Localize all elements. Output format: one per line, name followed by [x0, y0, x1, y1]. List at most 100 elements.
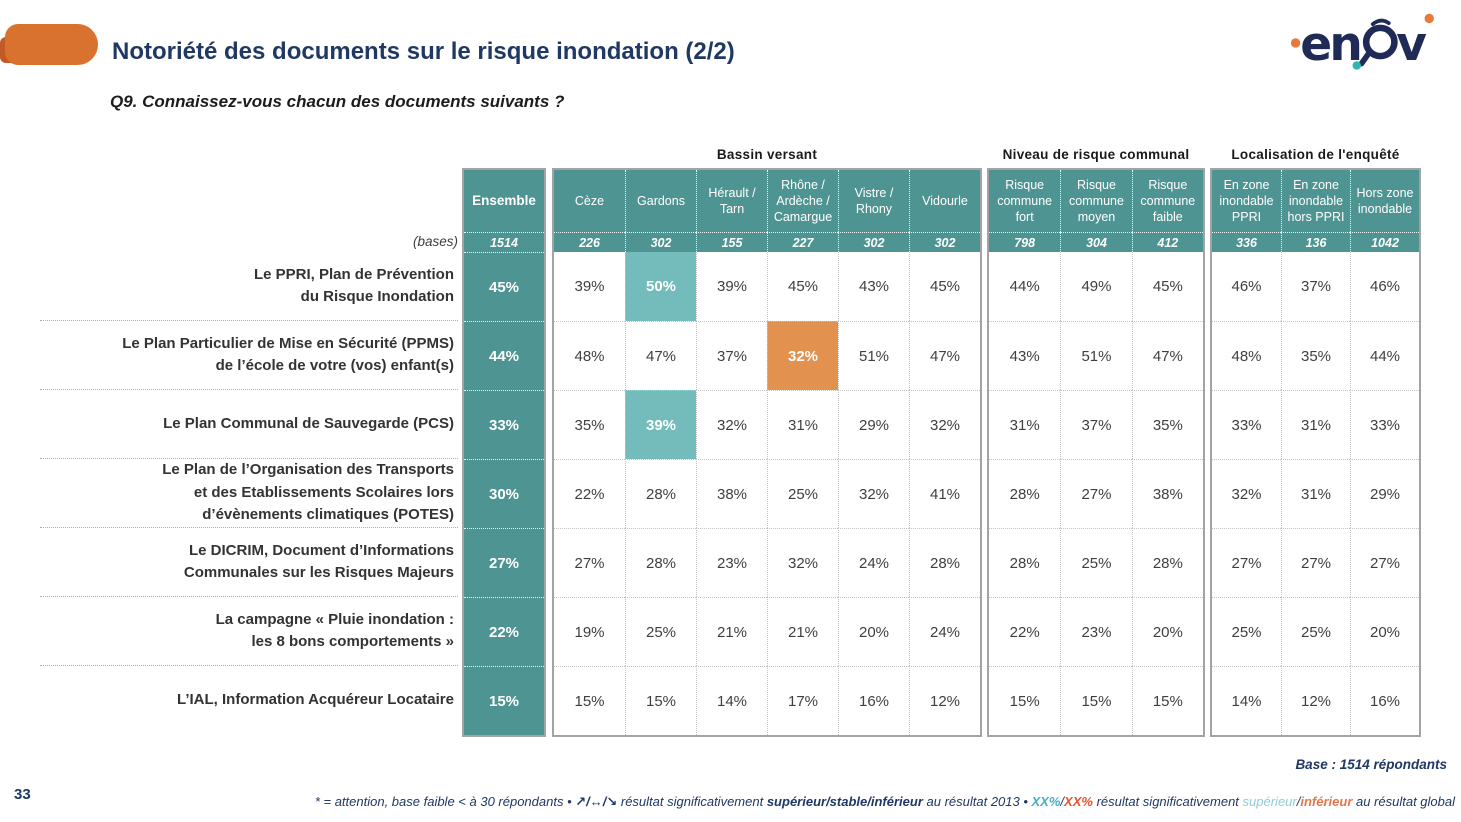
data-cell: 39%: [625, 390, 696, 459]
data-cell: 20%: [1350, 597, 1419, 666]
data-cell: 45%: [1131, 252, 1203, 321]
column-base: 302: [838, 232, 909, 252]
column-base: 798: [989, 232, 1061, 252]
data-cell: 47%: [909, 321, 980, 390]
data-cell: 24%: [838, 528, 909, 597]
data-cell: 21%: [767, 597, 838, 666]
group-title-localisation: Localisation de l'enquêté: [1231, 147, 1400, 162]
row-label: La campagne « Pluie inondation : les 8 bo…: [40, 597, 458, 666]
data-cell: 15%: [625, 666, 696, 735]
data-cell: 35%: [554, 390, 625, 459]
ensemble-header: Ensemble: [464, 170, 544, 232]
bassin-versant-block: Cèze Gardons Hérault / Tarn Rhône / Ardèche…: [552, 168, 982, 737]
page-number: 33: [14, 786, 31, 803]
data-cell: 23%: [1060, 597, 1132, 666]
data-cell: 31%: [1281, 459, 1350, 528]
data-cell: 35%: [1281, 321, 1350, 390]
row-label: Le DICRIM, Document d’Informations Commun…: [40, 528, 458, 597]
page-title: Notoriété des documents sur le risque in…: [112, 38, 735, 66]
data-cell: 23%: [696, 528, 767, 597]
footnote-mid3: résultat significativement: [1092, 794, 1243, 809]
data-cell: 28%: [989, 528, 1061, 597]
data-cell: 25%: [1281, 597, 1350, 666]
column-base: 155: [696, 232, 767, 252]
data-cell: 44%: [989, 252, 1061, 321]
data-cell: 19%: [554, 597, 625, 666]
data-cell: 46%: [1350, 252, 1419, 321]
base-note: Base : 1514 répondants: [1295, 757, 1447, 772]
data-cell: 12%: [909, 666, 980, 735]
data-cell: 21%: [696, 597, 767, 666]
data-cell: 37%: [1060, 390, 1132, 459]
data-cell: 51%: [838, 321, 909, 390]
data-cell: 16%: [838, 666, 909, 735]
banner-shape: [5, 24, 98, 65]
data-cell: 28%: [989, 459, 1061, 528]
data-cell: 29%: [1350, 459, 1419, 528]
row-labels-column: Le PPRI, Plan de Prévention du Risque Ino…: [40, 252, 458, 735]
footnote-bold1: supérieur/stable/inférieur: [766, 794, 923, 809]
data-cell: 35%: [1131, 390, 1203, 459]
data-cell: 37%: [696, 321, 767, 390]
footnote-xx-superior: XX%: [1031, 794, 1061, 809]
footnote-slash2: /: [1296, 794, 1301, 809]
enov-logo-graphic: en v: [1290, 13, 1434, 72]
column-header: Risque commune faible: [1131, 170, 1203, 232]
column-header: Hors zone inondable: [1350, 170, 1419, 232]
column-header: Rhône / Ardèche / Camargue: [767, 170, 838, 232]
footnote-slash1: /: [1060, 794, 1065, 809]
column-base: 302: [909, 232, 980, 252]
group-title-bassin-versant: Bassin versant: [716, 147, 818, 162]
column-base: 1042: [1350, 232, 1419, 252]
data-cell: 15%: [1131, 666, 1203, 735]
column-header: En zone inondable PPRI: [1212, 170, 1281, 232]
data-cell: 27%: [1350, 528, 1419, 597]
data-cell: 28%: [625, 459, 696, 528]
column-header: Vistre / Rhony: [838, 170, 909, 232]
row-label: Le PPRI, Plan de Prévention du Risque Ino…: [40, 252, 458, 321]
data-cell: 31%: [989, 390, 1061, 459]
row-label: Le Plan Particulier de Mise en Sécurité …: [40, 321, 458, 390]
localisation-block: En zone inondable PPRI En zone inondable …: [1210, 168, 1421, 737]
data-cell: 31%: [767, 390, 838, 459]
data-cell: 28%: [625, 528, 696, 597]
data-cell: 33%: [1212, 390, 1281, 459]
data-cell: 25%: [1212, 597, 1281, 666]
ensemble-value: 45%: [464, 252, 544, 321]
data-cell: 25%: [767, 459, 838, 528]
column-base: 412: [1131, 232, 1203, 252]
ensemble-value: 30%: [464, 459, 544, 528]
data-cell: 47%: [625, 321, 696, 390]
footnote-base: * = attention, base faible < à 30 répond…: [314, 794, 576, 809]
column-header: Vidourle: [909, 170, 980, 232]
data-cell: 39%: [696, 252, 767, 321]
data-cell: 27%: [554, 528, 625, 597]
data-cell: 45%: [767, 252, 838, 321]
column-base: 302: [625, 232, 696, 252]
ensemble-value: 33%: [464, 390, 544, 459]
column-base: 226: [554, 232, 625, 252]
footnote-xx-inferior: XX%: [1064, 794, 1093, 809]
data-cell: 27%: [1212, 528, 1281, 597]
data-cell: 20%: [1131, 597, 1203, 666]
data-cell: 15%: [989, 666, 1061, 735]
column-header: Hérault / Tarn: [696, 170, 767, 232]
niveau-risque-block: Risque commune fort Risque commune moyen R…: [987, 168, 1205, 737]
data-cell: 31%: [1281, 390, 1350, 459]
row-label: Le Plan de l’Organisation des Transports…: [40, 459, 458, 528]
data-cell: 16%: [1350, 666, 1419, 735]
data-cell: 27%: [1281, 528, 1350, 597]
footnote-mid1: résultat significativement: [617, 794, 767, 809]
enov-logo: en v: [1289, 6, 1449, 78]
row-label: Le Plan Communal de Sauvegarde (PCS): [40, 390, 458, 459]
data-cell: 48%: [554, 321, 625, 390]
data-cell: 32%: [1212, 459, 1281, 528]
data-cell: 47%: [1131, 321, 1203, 390]
data-cell: 32%: [767, 528, 838, 597]
data-cell: 24%: [909, 597, 980, 666]
data-cell: 44%: [1350, 321, 1419, 390]
footnote: * = attention, base faible < à 30 répond…: [125, 794, 1455, 810]
data-cell: 33%: [1350, 390, 1419, 459]
data-cell: 45%: [909, 252, 980, 321]
ensemble-value: 15%: [464, 666, 544, 735]
